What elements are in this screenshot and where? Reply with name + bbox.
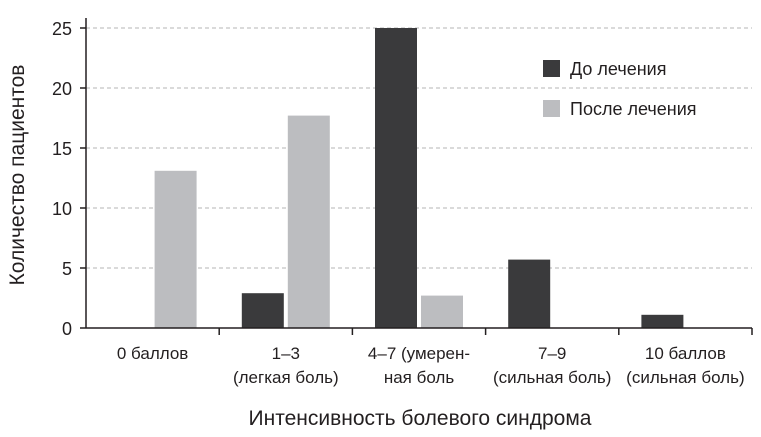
y-ticks: 0 5 10 15 20 25	[52, 19, 86, 339]
bar	[241, 293, 284, 328]
legend-label: После лечения	[570, 99, 697, 119]
bars	[154, 28, 684, 328]
y-tick-label: 15	[52, 139, 72, 159]
axes	[85, 18, 752, 329]
grid-lines	[86, 27, 752, 269]
x-tick-label: 4–7 (умерен-	[368, 344, 470, 363]
y-tick-label: 20	[52, 79, 72, 99]
legend: До лечения После лечения	[543, 59, 697, 119]
y-tick-label: 0	[62, 319, 72, 339]
x-tick-label: ная боль	[384, 368, 455, 387]
bar	[641, 314, 684, 328]
bar	[508, 259, 551, 328]
y-tick-label: 25	[52, 19, 72, 39]
bar	[421, 295, 463, 328]
legend-swatch	[543, 60, 560, 77]
x-tick-label: (легкая боль)	[233, 368, 339, 387]
y-axis-title: Количество пациентов	[6, 65, 29, 286]
x-axis-title: Интенсивность болевого синдрома	[249, 407, 592, 430]
x-tick-label: (сильная боль)	[493, 368, 611, 387]
y-tick-label: 5	[62, 259, 72, 279]
x-tick-label: (сильная боль)	[626, 368, 744, 387]
x-tick-label: 10 баллов	[645, 344, 726, 363]
bar	[287, 115, 330, 328]
bar	[154, 170, 197, 328]
bar	[375, 28, 417, 328]
legend-label: До лечения	[570, 59, 666, 79]
legend-swatch	[543, 100, 560, 117]
x-ticks: 0 баллов 1–3 (легкая боль) 4–7 (умерен-ная …	[117, 328, 753, 387]
x-tick-label: 0 баллов	[117, 344, 189, 363]
y-tick-label: 10	[52, 199, 72, 219]
x-tick-label: 1–3	[272, 344, 300, 363]
x-tick-label: 7–9	[538, 344, 566, 363]
